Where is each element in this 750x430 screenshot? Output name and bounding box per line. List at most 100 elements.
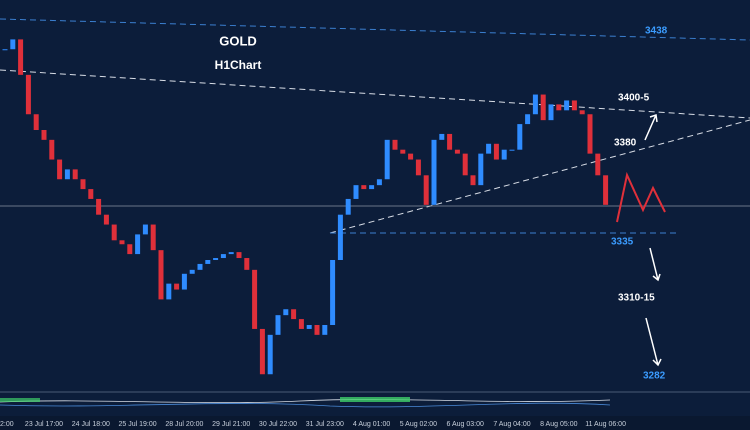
candle (337, 214, 343, 260)
chart-subtitle: H1Chart (215, 58, 262, 72)
candle (158, 250, 164, 300)
x-tick-label: 28 Jul 20:00 (165, 421, 203, 428)
candle (330, 260, 336, 325)
x-tick-label: 4 Aug 01:00 (353, 421, 390, 428)
level-label: 3380 (614, 138, 637, 149)
candle (384, 139, 390, 180)
candle (509, 149, 515, 151)
candle (119, 240, 125, 245)
forecast-path (616, 171, 666, 223)
candle (205, 260, 211, 264)
candle (548, 104, 554, 121)
candle (298, 319, 304, 329)
candle (2, 49, 8, 51)
candle (189, 269, 195, 274)
candle (556, 104, 562, 111)
x-tick-label: 23 Jul 17:00 (25, 421, 63, 428)
candle (501, 149, 507, 160)
candle (96, 198, 102, 215)
level-label: 3400-5 (618, 93, 650, 104)
candle (369, 185, 375, 190)
x-tick-label: 6 Aug 03:00 (447, 421, 484, 428)
resistance-line (0, 18, 750, 41)
candle (571, 100, 577, 111)
candle (400, 149, 406, 154)
candle (353, 185, 359, 199)
indicator-bars (340, 397, 410, 402)
candle (142, 224, 148, 235)
candle (345, 198, 351, 215)
candle (603, 175, 609, 205)
candle (33, 114, 39, 130)
x-tick-label: 7 Aug 04:00 (493, 421, 530, 428)
x-axis-strip (0, 416, 750, 430)
candle (57, 159, 63, 180)
indicator-line (0, 402, 611, 408)
x-tick-label: 24 Jul 18:00 (72, 421, 110, 428)
level-label: 3335 (611, 237, 634, 248)
chart-title: GOLD (219, 33, 257, 48)
x-tick-label: 11 Aug 06:00 (585, 421, 626, 428)
candle (25, 74, 31, 115)
candle (197, 263, 203, 270)
candle (49, 139, 55, 160)
candle (587, 114, 593, 154)
candle (291, 309, 297, 320)
candle (181, 273, 187, 290)
candle (267, 334, 273, 375)
candle (439, 133, 445, 140)
indicator-panel (0, 392, 750, 414)
candle (454, 149, 460, 154)
level-label: 3282 (643, 371, 666, 382)
candle (41, 130, 47, 140)
candle (213, 258, 219, 260)
candle (111, 224, 117, 241)
candle (431, 139, 437, 205)
candle (88, 189, 94, 199)
candle (376, 179, 382, 186)
candle (80, 179, 86, 190)
candle (283, 309, 289, 316)
candle (252, 269, 258, 329)
candle (415, 159, 421, 176)
candle (447, 133, 453, 150)
candle (595, 153, 601, 176)
x-tick-label: 25 Jul 19:00 (119, 421, 157, 428)
candle (486, 143, 492, 154)
candle (228, 252, 234, 255)
candle (470, 175, 476, 186)
candle (478, 153, 484, 186)
candle (564, 100, 570, 111)
x-tick-label: 29 Jul 21:00 (212, 421, 250, 428)
x-tick-label: 5 Aug 02:00 (400, 421, 437, 428)
candle (525, 114, 531, 125)
candles (2, 39, 609, 375)
candle (361, 185, 367, 190)
candle (517, 124, 523, 150)
x-tick-label: 30 Jul 22:00 (259, 421, 297, 428)
trend-line (0, 69, 750, 119)
candle (275, 315, 281, 335)
candle (103, 214, 109, 225)
candle (462, 153, 468, 176)
x-tick-label: 8 Aug 05:00 (540, 421, 577, 428)
candle (236, 252, 242, 259)
indicator-bars (0, 398, 40, 402)
candle (166, 283, 172, 300)
arrows (644, 114, 662, 367)
candle (18, 39, 24, 75)
candle (322, 325, 328, 335)
candle (220, 254, 226, 259)
candle (127, 244, 133, 255)
candle (259, 328, 265, 375)
candle (150, 224, 156, 251)
x-tick-label: 31 Jul 23:00 (306, 421, 344, 428)
candle (244, 258, 250, 270)
candle (174, 283, 180, 290)
candle (532, 94, 538, 115)
level-label: 3310-15 (618, 293, 655, 304)
candle (306, 325, 312, 329)
level-label: 3438 (645, 26, 668, 37)
candle (408, 153, 414, 160)
